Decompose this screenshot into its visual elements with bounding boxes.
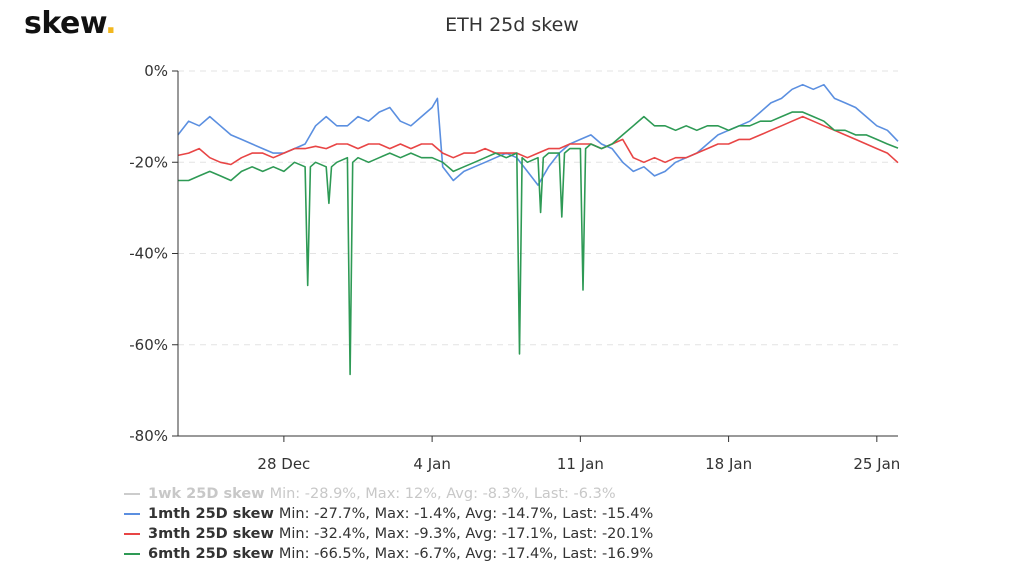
y-axis-ticks: 0% -20% -40% -60% -80% bbox=[129, 62, 178, 445]
y-tick-label: 0% bbox=[144, 62, 168, 80]
legend-swatch bbox=[124, 493, 140, 495]
legend-item[interactable]: 3mth 25D skew Min: -32.4%, Max: -9.3%, Av… bbox=[124, 524, 653, 544]
chart-title: ETH 25d skew bbox=[445, 14, 579, 36]
skew-logo: skew. bbox=[24, 6, 117, 41]
legend-series-name: 6mth 25D skew bbox=[148, 546, 274, 562]
y-tick-label: -60% bbox=[129, 336, 168, 354]
legend-series-stats: Min: -27.7%, Max: -1.4%, Avg: -14.7%, La… bbox=[278, 506, 654, 522]
legend-series-name: 1wk 25D skew bbox=[148, 486, 265, 502]
legend-series-name: 3mth 25D skew bbox=[148, 526, 274, 542]
legend-swatch bbox=[124, 533, 140, 535]
legend-item[interactable]: 6mth 25D skew Min: -66.5%, Max: -6.7%, Av… bbox=[124, 544, 653, 564]
x-tick-label: 4 Jan bbox=[413, 455, 450, 473]
legend-series-stats: Min: -66.5%, Max: -6.7%, Avg: -17.4%, La… bbox=[278, 546, 654, 562]
y-tick-label: -20% bbox=[129, 153, 168, 171]
series-lines bbox=[177, 83, 899, 376]
x-axis-ticks: 28 Dec 4 Jan 11 Jan 18 Jan 25 Jan bbox=[257, 436, 900, 473]
x-tick-label: 28 Dec bbox=[257, 455, 310, 473]
y-tick-label: -40% bbox=[129, 245, 168, 263]
series-line-3mth bbox=[177, 115, 899, 166]
grid-lines bbox=[178, 70, 898, 346]
line-chart: 0% -20% -40% -60% -80% 28 Dec 4 Jan 11 Jan 18 J… bbox=[129, 62, 900, 473]
series-line-1mth bbox=[177, 83, 899, 186]
y-tick-label: -80% bbox=[129, 427, 168, 445]
legend-series-name: 1mth 25D skew bbox=[148, 506, 274, 522]
legend-series-stats: Min: -28.9%, Max: 12%, Avg: -8.3%, Last:… bbox=[269, 486, 616, 502]
x-tick-label: 18 Jan bbox=[705, 455, 752, 473]
legend-item[interactable]: 1mth 25D skew Min: -27.7%, Max: -1.4%, Av… bbox=[124, 504, 653, 524]
x-tick-label: 25 Jan bbox=[853, 455, 900, 473]
legend-series-stats: Min: -32.4%, Max: -9.3%, Avg: -17.1%, La… bbox=[278, 526, 654, 542]
legend-swatch bbox=[124, 553, 140, 555]
series-line-6mth bbox=[178, 111, 899, 376]
chart-legend: 1wk 25D skew Min: -28.9%, Max: 12%, Avg: … bbox=[124, 484, 653, 564]
x-tick-label: 11 Jan bbox=[557, 455, 604, 473]
legend-item[interactable]: 1wk 25D skew Min: -28.9%, Max: 12%, Avg: … bbox=[124, 484, 653, 504]
legend-swatch bbox=[124, 513, 140, 515]
